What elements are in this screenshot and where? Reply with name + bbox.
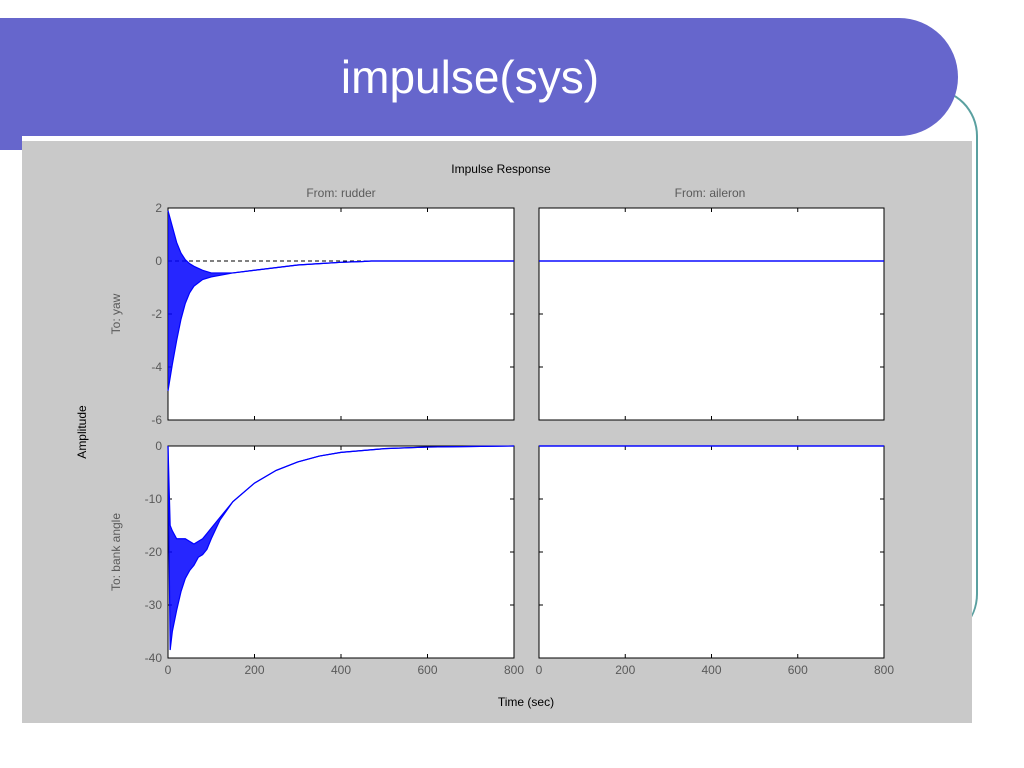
- x-tick-label: 600: [417, 663, 437, 677]
- y-tick-label: -6: [151, 413, 162, 427]
- y-tick-label: 0: [155, 439, 162, 453]
- banner-stripe: [0, 136, 22, 150]
- y-axis-label: Amplitude: [75, 405, 89, 459]
- row-label-yaw: To: yaw: [109, 293, 123, 334]
- impulse-response-figure: Impulse Response From: rudder From: aile…: [22, 141, 972, 723]
- plot-area: [167, 207, 515, 421]
- y-tick-label: -4: [151, 360, 162, 374]
- x-tick-label: 800: [504, 663, 524, 677]
- column-label-aileron: From: aileron: [675, 186, 746, 200]
- y-tick-label: 2: [155, 201, 162, 215]
- x-tick-label: 0: [165, 663, 172, 677]
- x-tick-label: 400: [331, 663, 351, 677]
- x-tick-label: 400: [701, 663, 721, 677]
- x-tick-label: 0: [536, 663, 543, 677]
- x-axis-label: Time (sec): [498, 695, 554, 709]
- title-banner: [0, 18, 958, 136]
- plot-area: [538, 445, 885, 659]
- row-label-bank-angle: To: bank angle: [109, 513, 123, 591]
- x-tick-label: 200: [244, 663, 264, 677]
- chart-title: Impulse Response: [451, 162, 551, 176]
- x-tick-label: 800: [874, 663, 894, 677]
- y-tick-label: -10: [145, 492, 163, 506]
- impulse-response-chart: Impulse Response From: rudder From: aile…: [75, 162, 894, 709]
- y-tick-label: -20: [145, 545, 163, 559]
- x-tick-label: 200: [615, 663, 635, 677]
- slide-title: impulse(sys): [340, 51, 600, 103]
- plot-area: [167, 445, 515, 659]
- response-line: [167, 445, 515, 651]
- x-tick-label: 600: [788, 663, 808, 677]
- plot-area: [538, 207, 885, 421]
- y-tick-label: -30: [145, 598, 163, 612]
- y-tick-label: -40: [145, 651, 163, 665]
- y-tick-label: -2: [151, 307, 162, 321]
- response-line: [167, 260, 514, 391]
- column-label-rudder: From: rudder: [306, 186, 375, 200]
- y-tick-label: 0: [155, 254, 162, 268]
